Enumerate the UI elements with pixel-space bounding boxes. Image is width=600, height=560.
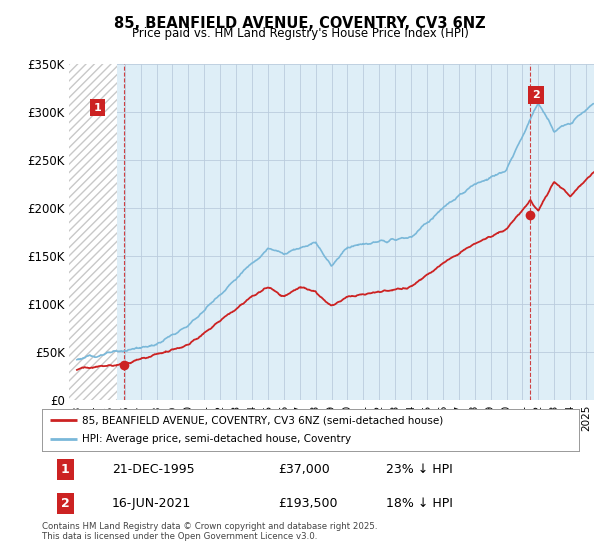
Text: 1: 1 [61, 463, 70, 476]
Text: 16-JUN-2021: 16-JUN-2021 [112, 497, 191, 510]
Text: HPI: Average price, semi-detached house, Coventry: HPI: Average price, semi-detached house,… [82, 435, 352, 445]
Bar [69, 64, 117, 400]
Text: 2: 2 [532, 90, 540, 100]
Text: Price paid vs. HM Land Registry's House Price Index (HPI): Price paid vs. HM Land Registry's House … [131, 27, 469, 40]
Text: 1: 1 [94, 102, 101, 113]
Text: £193,500: £193,500 [278, 497, 338, 510]
Text: 85, BEANFIELD AVENUE, COVENTRY, CV3 6NZ: 85, BEANFIELD AVENUE, COVENTRY, CV3 6NZ [114, 16, 486, 31]
Text: 2: 2 [61, 497, 70, 510]
Text: Contains HM Land Registry data © Crown copyright and database right 2025.
This d: Contains HM Land Registry data © Crown c… [42, 522, 377, 542]
Text: 23% ↓ HPI: 23% ↓ HPI [386, 463, 452, 476]
Text: 21-DEC-1995: 21-DEC-1995 [112, 463, 194, 476]
Text: 85, BEANFIELD AVENUE, COVENTRY, CV3 6NZ (semi-detached house): 85, BEANFIELD AVENUE, COVENTRY, CV3 6NZ … [82, 415, 443, 425]
Text: £37,000: £37,000 [278, 463, 330, 476]
Text: 18% ↓ HPI: 18% ↓ HPI [386, 497, 452, 510]
